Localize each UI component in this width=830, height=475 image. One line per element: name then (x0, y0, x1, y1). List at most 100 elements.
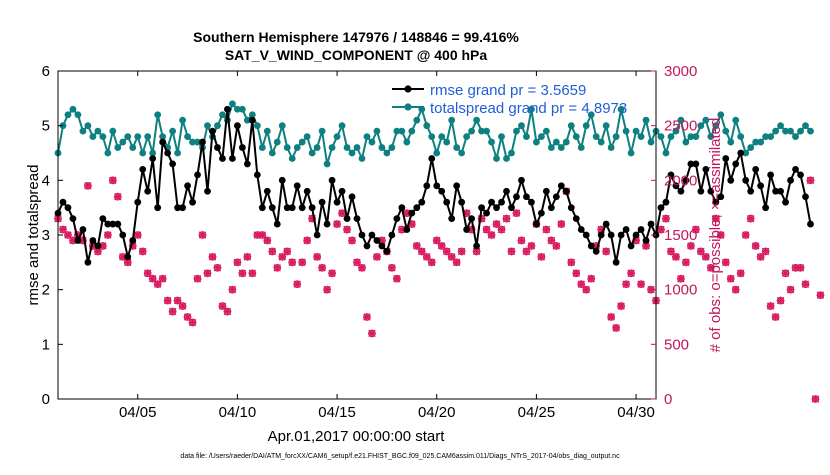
y-right-tick-label: 500 (664, 336, 689, 353)
totalspread-point (214, 122, 221, 130)
rmse-point (662, 198, 670, 206)
totalspread-point (144, 133, 152, 141)
totalspread-point (94, 127, 102, 135)
totalspread-point (179, 116, 186, 124)
totalspread-point (777, 122, 784, 130)
totalspread-point (219, 111, 226, 119)
obs-assimilated-point (413, 242, 421, 250)
obs-assimilated-point (557, 220, 566, 228)
y-right-tick-label: 3000 (664, 63, 697, 80)
obs-assimilated-point (687, 242, 695, 250)
rmse-point (408, 209, 416, 217)
rmse-point (792, 166, 799, 173)
rmse-point (752, 166, 760, 173)
totalspread-point (99, 133, 107, 141)
plot-frame (57, 70, 657, 400)
obs-assimilated-point (118, 253, 127, 261)
totalspread-point (238, 105, 246, 113)
rmse-point (547, 204, 555, 212)
totalspread-point (343, 144, 351, 151)
obs-assimilated-point (158, 274, 167, 283)
rmse-point (732, 160, 740, 168)
rmse-point (677, 187, 685, 195)
obs-assimilated-point (582, 285, 591, 294)
obs-assimilated-point (607, 313, 615, 321)
rmse-point (214, 144, 221, 151)
rmse-point (278, 176, 286, 184)
rmse-point (348, 193, 356, 201)
rmse-point (248, 116, 256, 124)
obs-assimilated-point (707, 264, 715, 272)
totalspread-point (782, 127, 789, 135)
rmse-point (592, 248, 600, 255)
obs-assimilated-point (213, 264, 222, 272)
rmse-point (552, 193, 560, 201)
obs-assimilated-point (597, 225, 605, 234)
rmse-point (537, 209, 545, 217)
obs-assimilated-point (163, 296, 172, 305)
totalspread-point (577, 144, 585, 151)
x-tick-label: 04/25 (518, 404, 556, 421)
rmse-point (797, 171, 804, 179)
obs-assimilated-point (632, 236, 640, 245)
x-tick-label: 04/05 (119, 404, 157, 421)
obs-assimilated-point (104, 231, 112, 239)
rmse-point (727, 176, 735, 184)
obs-assimilated-point (368, 329, 376, 338)
obs-assimilated-point (751, 242, 760, 250)
totalspread-point (358, 155, 366, 162)
obs-assimilated-point (781, 269, 790, 278)
totalspread-point (712, 122, 720, 130)
y-right-tick-label: 1500 (664, 227, 697, 244)
obs-assimilated-point (123, 258, 132, 267)
series-layer (54, 100, 825, 403)
rmse-point (288, 204, 296, 212)
rmse-point (94, 242, 102, 250)
rmse-point (567, 204, 575, 212)
totalspread-point (632, 127, 640, 135)
rmse-series (54, 105, 814, 266)
obs-assimilated-point (94, 247, 102, 256)
totalspread-point (234, 105, 241, 113)
rmse-point (782, 198, 789, 206)
totalspread-point (567, 122, 575, 130)
rmse-point (632, 231, 640, 239)
legend-rmse-marker (404, 85, 412, 93)
totalspread-point (398, 127, 406, 135)
obs-assimilated-point (69, 236, 77, 245)
totalspread-point (458, 149, 466, 157)
rmse-point (587, 242, 595, 250)
obs-assimilated-point (313, 253, 321, 261)
obs-assimilated-point (398, 225, 406, 234)
y-right-tick-label: 1000 (664, 282, 697, 299)
rmse-point (443, 198, 451, 206)
y-right-tick-label: 0 (664, 391, 672, 408)
obs-assimilated-point (507, 247, 516, 256)
totalspread-point (772, 127, 779, 135)
obs-assimilated-point (537, 253, 546, 261)
totalspread-point (438, 133, 446, 141)
rmse-point (403, 226, 411, 233)
totalspread-point (443, 138, 451, 146)
totalspread-point (737, 133, 745, 141)
obs-assimilated-point (128, 242, 137, 250)
totalspread-point (263, 127, 271, 135)
rmse-point (179, 204, 186, 212)
rmse-point (194, 171, 201, 179)
totalspread-point (194, 138, 201, 146)
totalspread-point (622, 127, 630, 135)
totalspread-point (537, 133, 545, 141)
obs-assimilated-point (771, 313, 780, 321)
obs-assimilated-point (64, 231, 72, 239)
obs-assimilated-point (657, 225, 665, 234)
totalspread-point (478, 127, 485, 135)
rmse-point (59, 198, 67, 206)
obs-assimilated-point (59, 225, 67, 234)
rmse-point (707, 187, 715, 195)
obs-assimilated-point (218, 302, 227, 310)
rmse-point (702, 166, 710, 173)
obs-assimilated-point (143, 269, 152, 278)
obs-assimilated-point (677, 274, 685, 283)
rmse-point (777, 187, 784, 195)
